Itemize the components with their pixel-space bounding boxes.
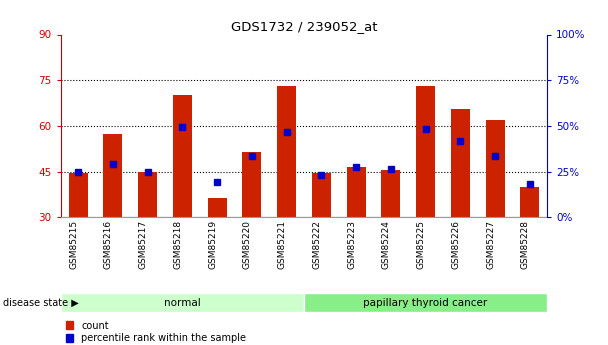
Bar bbox=[61, 293, 304, 312]
Legend: count, percentile rank within the sample: count, percentile rank within the sample bbox=[66, 321, 246, 344]
Bar bbox=[451, 109, 470, 217]
Bar bbox=[173, 96, 192, 217]
Title: GDS1732 / 239052_at: GDS1732 / 239052_at bbox=[231, 20, 377, 33]
Bar bbox=[243, 152, 261, 217]
Bar bbox=[138, 171, 157, 217]
Bar bbox=[103, 134, 122, 217]
Bar bbox=[277, 86, 296, 217]
Bar bbox=[312, 173, 331, 217]
Bar bbox=[347, 167, 365, 217]
Bar bbox=[381, 170, 401, 217]
Text: normal: normal bbox=[164, 298, 201, 308]
Text: disease state ▶: disease state ▶ bbox=[3, 298, 79, 308]
Bar bbox=[416, 86, 435, 217]
Text: papillary thyroid cancer: papillary thyroid cancer bbox=[364, 298, 488, 308]
Bar bbox=[207, 198, 227, 217]
Bar bbox=[486, 120, 505, 217]
Bar bbox=[69, 173, 88, 217]
Bar bbox=[520, 187, 539, 217]
Bar bbox=[304, 293, 547, 312]
